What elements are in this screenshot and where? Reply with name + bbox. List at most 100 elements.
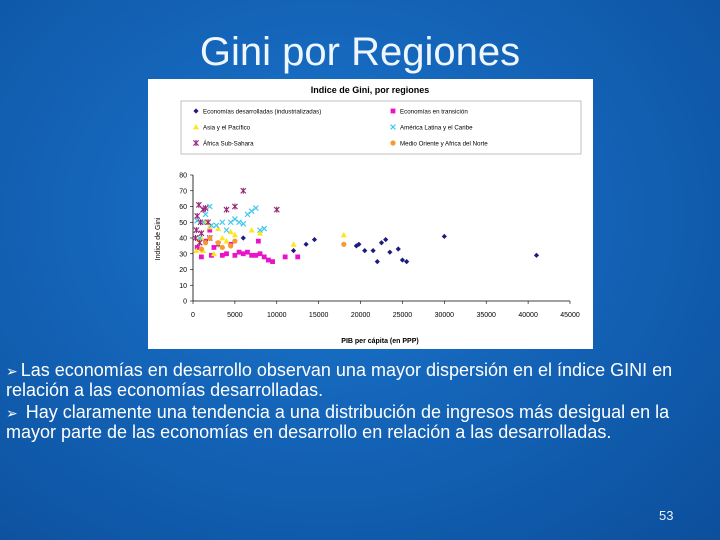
x-tick-label: 35000 [476, 312, 496, 319]
legend-label: Economías en transición [400, 109, 468, 116]
data-point [231, 231, 238, 238]
data-point [261, 225, 268, 232]
x-tick-label: 45000 [560, 312, 580, 319]
legend-marker [193, 140, 199, 146]
data-point [340, 231, 347, 238]
bullet-text: Las economías en desarrollo observan una… [6, 360, 673, 400]
data-point [240, 251, 246, 257]
legend-marker [390, 124, 396, 130]
x-tick-label: 40000 [518, 312, 538, 319]
data-point [231, 203, 238, 210]
y-tick-label: 10 [179, 283, 187, 290]
bullet-item: ➢ Hay claramente una tendencia a una dis… [6, 403, 716, 442]
data-point [196, 235, 203, 241]
legend-marker [193, 124, 199, 130]
data-point [219, 244, 225, 251]
bullet-list: ➢ Las economías en desarrollo observan un… [6, 361, 716, 445]
data-point [240, 220, 247, 227]
x-tick-label: 5000 [227, 312, 243, 319]
data-point [232, 252, 238, 258]
data-point [257, 230, 264, 236]
x-tick-label: 25000 [393, 312, 413, 319]
data-point [311, 236, 318, 243]
data-point [290, 248, 297, 254]
y-tick-label: 40 [179, 236, 187, 243]
y-tick-label: 80 [179, 173, 187, 180]
data-point [395, 246, 401, 252]
legend-label: África Sub-Sahara [203, 141, 254, 148]
data-point [210, 250, 217, 257]
y-tick-label: 70 [179, 188, 187, 195]
data-point [205, 219, 212, 226]
y-tick-label: 50 [179, 220, 187, 227]
data-point [198, 254, 204, 260]
data-point [295, 254, 301, 260]
data-point [206, 203, 213, 210]
data-point [261, 254, 267, 260]
data-point [207, 235, 213, 241]
data-point [215, 240, 221, 246]
page-number: 53 [659, 508, 674, 523]
data-point [223, 206, 230, 213]
data-point [399, 257, 406, 263]
y-tick-label: 0 [183, 299, 187, 306]
data-point [228, 243, 234, 249]
data-point [282, 254, 288, 260]
data-point [362, 248, 368, 254]
data-point [257, 227, 263, 234]
data-point [198, 246, 204, 252]
legend-box [180, 100, 582, 155]
data-point [193, 227, 200, 234]
data-point [232, 238, 238, 244]
data-point [341, 241, 347, 247]
x-tick-label: 0 [191, 312, 195, 319]
legend-label: Economías desarrolladas (industrializada… [203, 109, 321, 116]
data-point [244, 211, 251, 218]
bullet-item: ➢ Las economías en desarrollo observan un… [6, 361, 716, 400]
legend-label: Medio Oriente y Africa del Norte [400, 141, 488, 148]
data-point [194, 217, 201, 224]
data-point [249, 252, 255, 258]
arrow-bullet-icon: ➢ [6, 405, 18, 421]
data-point [192, 235, 199, 241]
data-point [219, 219, 226, 226]
data-point [266, 257, 271, 263]
chart-legend: Economías desarrolladas (industrializada… [180, 100, 582, 155]
data-point [202, 240, 209, 246]
data-point [245, 249, 250, 255]
data-point [248, 227, 255, 233]
y-tick-label: 30 [179, 251, 187, 258]
chart-points [192, 187, 540, 265]
data-point [441, 233, 447, 240]
data-point [223, 238, 230, 244]
data-point [211, 245, 217, 250]
data-point [236, 249, 242, 255]
data-point [227, 219, 234, 226]
data-point [248, 208, 255, 215]
chart-axes: 0 10 20 30 40 50 60 70 80 0 5000 10000 15000 20000 250… [179, 173, 580, 320]
data-point [213, 222, 220, 229]
gini-scatter-chart: Indice de Gini, por regiones Economías d… [155, 85, 582, 345]
data-point [303, 241, 309, 247]
data-point [378, 240, 385, 246]
data-point [227, 228, 234, 235]
legend-marker [390, 108, 396, 114]
data-point [231, 216, 238, 223]
x-tick-label: 15000 [309, 312, 329, 319]
y-tick-label: 20 [179, 267, 187, 274]
data-point [240, 235, 246, 241]
data-point [252, 205, 259, 211]
data-point [219, 252, 225, 258]
x-axis-label: PIB per cápita (en PPP) [341, 338, 418, 345]
data-point [374, 259, 380, 265]
data-point [404, 259, 410, 265]
data-point [219, 235, 226, 241]
data-point [533, 252, 540, 258]
legend-marker [193, 108, 199, 114]
data-point [198, 230, 205, 237]
x-tick-label: 10000 [267, 312, 287, 319]
slide-title: Gini por Regiones [199, 30, 521, 74]
data-point [200, 219, 206, 226]
data-point [196, 239, 203, 246]
data-point [202, 211, 209, 218]
